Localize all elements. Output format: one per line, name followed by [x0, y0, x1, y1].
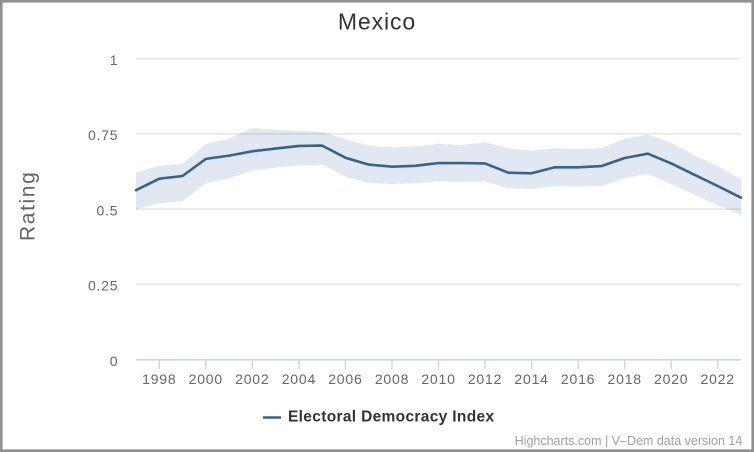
svg-text:Mexico: Mexico: [338, 9, 416, 35]
svg-text:2016: 2016: [561, 371, 595, 387]
svg-text:1998: 1998: [142, 371, 176, 387]
svg-text:1: 1: [110, 52, 119, 68]
svg-text:2004: 2004: [282, 371, 316, 387]
svg-text:0.25: 0.25: [88, 278, 118, 294]
svg-text:2000: 2000: [189, 371, 223, 387]
svg-text:2014: 2014: [514, 371, 548, 387]
svg-text:2008: 2008: [375, 371, 409, 387]
svg-text:2010: 2010: [421, 371, 455, 387]
svg-text:Highcharts.com | V–Dem data ve: Highcharts.com | V–Dem data version 14: [515, 434, 743, 448]
svg-text:0.75: 0.75: [88, 127, 118, 143]
svg-text:2020: 2020: [654, 371, 688, 387]
svg-text:0: 0: [110, 353, 119, 369]
svg-text:2006: 2006: [328, 371, 362, 387]
svg-text:2022: 2022: [701, 371, 735, 387]
svg-text:0.5: 0.5: [97, 202, 119, 218]
svg-text:2012: 2012: [468, 371, 502, 387]
svg-text:2002: 2002: [235, 371, 269, 387]
svg-text:2018: 2018: [608, 371, 642, 387]
svg-text:Electoral Democracy Index: Electoral Democracy Index: [288, 409, 494, 426]
svg-text:Rating: Rating: [17, 171, 40, 241]
